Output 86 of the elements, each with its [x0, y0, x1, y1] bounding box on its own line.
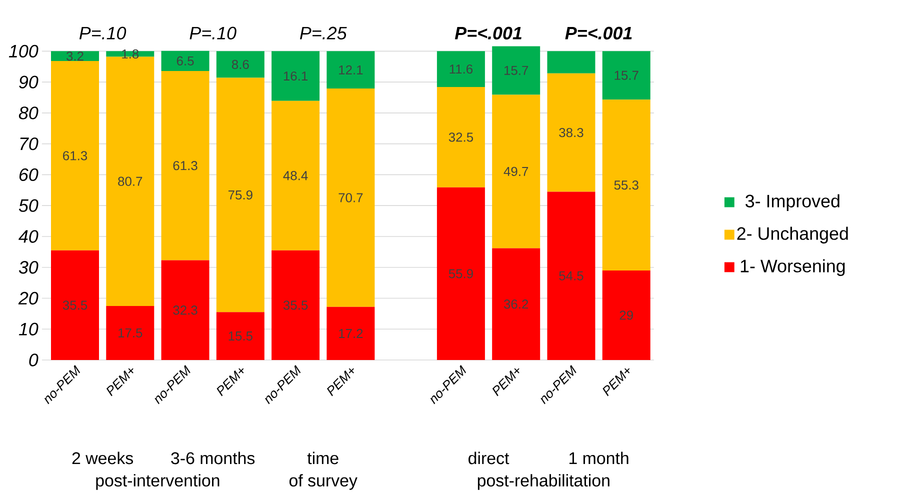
legend-label: 1- Worsening: [740, 259, 845, 276]
data-label: 16.1: [284, 71, 308, 81]
bar: [106, 51, 154, 57]
bar: [547, 51, 596, 74]
bar: [436, 51, 485, 87]
bar: [326, 306, 375, 360]
data-label: 35.5: [62, 300, 88, 310]
data-label: 15.7: [504, 66, 528, 75]
text: 3-6 months: [171, 452, 255, 464]
bar: [492, 46, 540, 95]
y-tick-label: 40: [18, 230, 38, 243]
data-label: 54.5: [559, 271, 584, 280]
bar: [161, 50, 210, 71]
data-label: 29: [620, 310, 633, 320]
bar: [436, 187, 485, 360]
bar: [602, 270, 650, 360]
y-tick-label: 20: [18, 292, 38, 305]
data-label: 61.3: [173, 161, 198, 170]
bar: [547, 73, 596, 192]
bar: [272, 100, 320, 250]
bar: [216, 78, 264, 312]
text: P=<.001: [565, 26, 632, 40]
text: P=.10: [79, 26, 126, 40]
bar: [51, 51, 99, 62]
bar: [602, 51, 650, 100]
data-label: 17.5: [118, 328, 142, 338]
y-tick-label: 50: [18, 199, 38, 212]
bar: [161, 260, 210, 360]
data-label: 32.3: [173, 306, 198, 315]
y-tick-label: 90: [19, 76, 38, 88]
data-label: 49.7: [504, 166, 528, 176]
data-label: 32.5: [448, 132, 474, 142]
bar: [272, 51, 320, 101]
data-label: 6.5: [176, 56, 194, 66]
y-tick-label: 70: [20, 137, 38, 150]
bar: [106, 56, 154, 306]
data-label: 8.6: [232, 60, 249, 70]
bar: [602, 100, 650, 270]
text: direct: [468, 452, 510, 464]
bar: [51, 250, 99, 360]
data-label: 15.5: [228, 332, 252, 341]
text: P=.10: [190, 26, 236, 40]
bar: [326, 88, 375, 307]
legend-label: 2- Unchanged: [737, 226, 848, 244]
bar: [547, 192, 596, 360]
y-tick-label: 100: [8, 44, 38, 58]
y-tick-label: 10: [18, 322, 38, 336]
y-tick-label: 30: [18, 260, 38, 274]
data-label: 11.6: [450, 64, 473, 74]
data-label: 61.3: [63, 151, 88, 160]
bar: [216, 51, 264, 78]
bar: [272, 250, 320, 360]
data-label: 3.2: [66, 52, 84, 61]
data-label: 38.3: [559, 128, 584, 138]
data-label: 17.2: [339, 328, 363, 338]
text: time: [307, 452, 338, 464]
bar: [326, 51, 375, 89]
legend-label: 3- Improved: [746, 194, 840, 211]
text: P=<.001: [454, 26, 522, 40]
bar: [492, 94, 540, 248]
data-label: 36.2: [504, 300, 528, 309]
data-label: 1.8: [122, 49, 139, 59]
bar: [106, 306, 154, 360]
text: of survey: [289, 474, 358, 490]
text: post-rehabilitation: [478, 474, 610, 490]
data-label: 55.3: [614, 180, 638, 190]
data-label: 12.1: [339, 65, 363, 74]
data-label: 35.5: [283, 300, 308, 310]
bar: [161, 70, 210, 260]
data-label: 80.7: [118, 176, 142, 186]
data-label: 75.9: [228, 190, 252, 200]
bar: [51, 61, 99, 250]
y-tick-label: 0: [29, 354, 38, 366]
text: 2 weeks: [72, 452, 133, 464]
data-label: 70.7: [338, 193, 363, 202]
data-label: 15.7: [614, 70, 638, 80]
bar: [216, 312, 264, 360]
bar: [436, 86, 485, 188]
text: post-intervention: [96, 474, 220, 490]
y-tick-label: 80: [18, 106, 38, 120]
data-label: 48.4: [283, 171, 308, 180]
bar: [492, 248, 540, 360]
text: P=.25: [300, 26, 347, 40]
text: 1 month: [569, 452, 628, 464]
data-label: 55.9: [448, 269, 473, 278]
y-tick-label: 60: [19, 168, 38, 182]
